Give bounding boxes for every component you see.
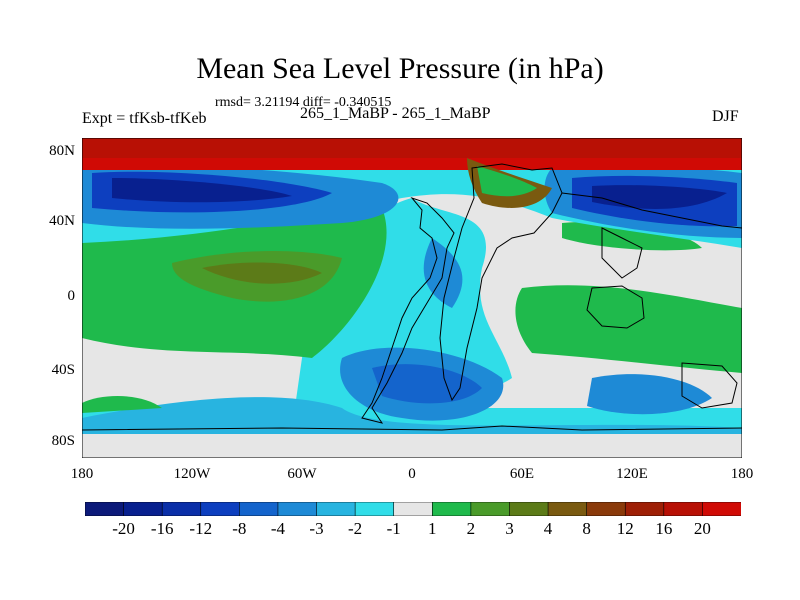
lon-label-180e: 180 <box>730 466 754 482</box>
outline-asia <box>561 192 742 279</box>
legend-label: 3 <box>505 519 514 538</box>
northern-low-deep-west <box>112 178 292 203</box>
legend-swatch <box>200 502 241 516</box>
subtitle-label: 265_1_MaBP - 265_1_MaBP <box>300 105 491 122</box>
lon-label-120e: 120E <box>616 466 648 482</box>
experiment-label: Expt = tfKsb-tfKeb <box>82 110 207 127</box>
legend-swatch <box>393 502 434 516</box>
outline-australia <box>681 362 738 409</box>
legend-label: -3 <box>309 519 324 538</box>
legend-swatch <box>277 502 318 516</box>
outline-maritime <box>586 285 645 329</box>
legend-label: 16 <box>655 519 673 538</box>
legend-swatch <box>470 502 511 516</box>
outline-europe-africa <box>439 163 563 402</box>
legend-label: 8 <box>582 519 591 538</box>
legend-label: -16 <box>150 519 174 538</box>
legend-label: 1 <box>428 519 437 538</box>
lat-label-0: 0 <box>67 288 76 304</box>
legend-label: 12 <box>616 519 634 538</box>
legend-label: -12 <box>189 519 213 538</box>
lat-label-80s: 80S <box>51 433 75 449</box>
legend-swatch <box>239 502 279 516</box>
legend-swatch <box>624 502 665 516</box>
legend-label: -8 <box>232 519 247 538</box>
lon-label-0: 0 <box>408 466 416 482</box>
legend-label: 20 <box>693 519 711 538</box>
color-legend-bar <box>85 502 741 516</box>
continent-outlines <box>82 163 742 431</box>
positive-anomaly-fields <box>82 208 742 413</box>
chart-title: Mean Sea Level Pressure (in hPa) <box>196 52 604 85</box>
legend-swatch <box>85 502 125 516</box>
legend-swatch <box>431 502 472 516</box>
lat-label-80n: 80N <box>49 143 75 159</box>
outline-antarctica <box>82 425 742 431</box>
legend-swatch <box>354 502 395 516</box>
legend-label: -2 <box>348 519 363 538</box>
legend-swatch <box>161 502 202 516</box>
lon-label-60w: 60W <box>287 466 317 482</box>
legend-label: -20 <box>112 519 135 538</box>
legend-label: -4 <box>270 519 286 538</box>
legend-swatch <box>123 502 163 516</box>
legend-swatch <box>586 502 627 516</box>
legend-label: 2 <box>466 519 476 538</box>
legend-label: -1 <box>386 519 401 538</box>
legend-swatch <box>316 502 356 516</box>
lon-label-60e: 60E <box>509 466 535 482</box>
legend-swatch <box>702 502 741 516</box>
stats-label: rmsd= 3.21194 diff= -0.340515 <box>215 95 392 110</box>
lat-label-40s: 40S <box>51 362 75 378</box>
legend-swatch <box>509 502 549 516</box>
season-label: DJF <box>712 108 739 125</box>
lat-label-40n: 40N <box>49 213 75 229</box>
map-panel <box>82 138 742 458</box>
legend-label: 4 <box>543 519 553 538</box>
lon-label-180w: 180 <box>70 466 94 482</box>
legend-swatch <box>663 502 704 516</box>
lon-label-120w: 120W <box>173 466 211 482</box>
outline-americas <box>361 196 455 424</box>
legend-swatch <box>547 502 588 516</box>
northern-low-deep-east <box>592 185 727 209</box>
